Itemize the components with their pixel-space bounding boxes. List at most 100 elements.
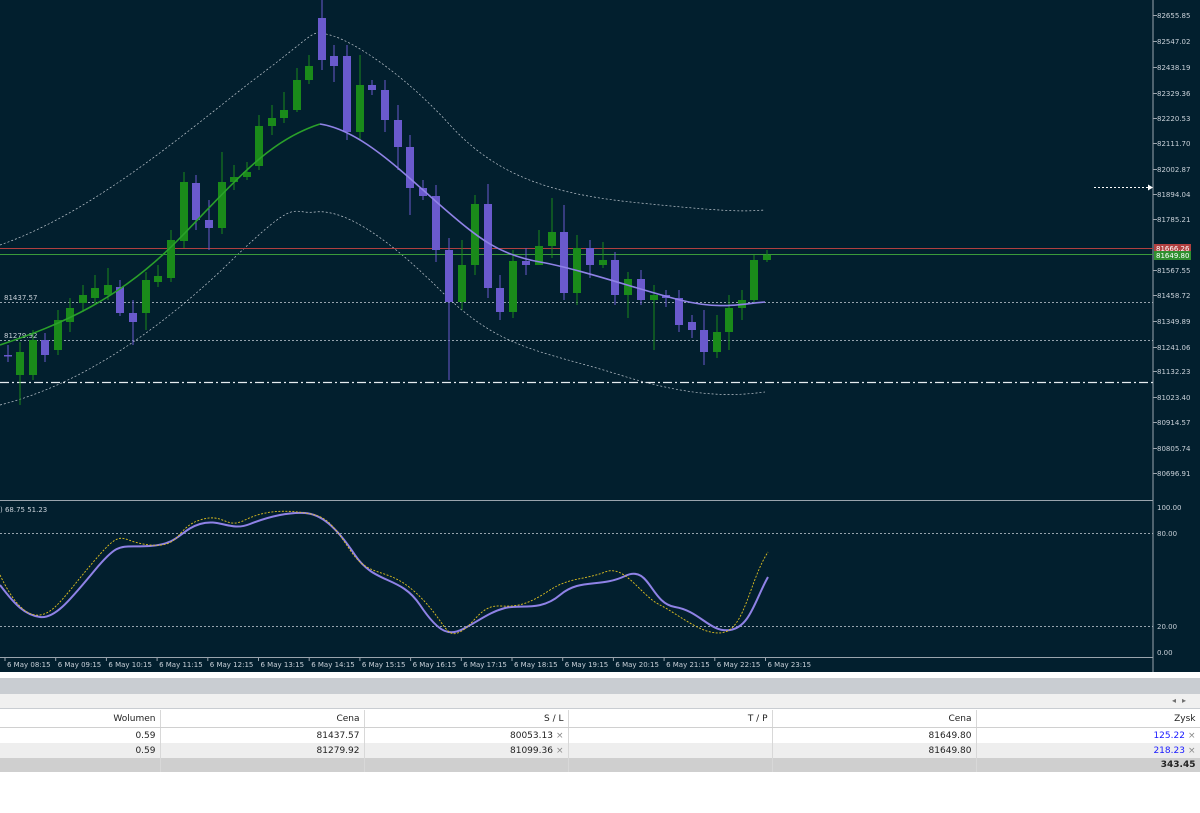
ask-price-tag-text: 81666.26	[1156, 245, 1190, 253]
position-current: 81649.80	[772, 727, 977, 743]
position-volume: 0.59	[0, 727, 161, 743]
time-tick-label: 6 May 18:15	[514, 661, 558, 669]
position-profit-cell: 218.23 ×	[976, 743, 1200, 758]
time-tick-label: 6 May 22:15	[717, 661, 761, 669]
position-current: 81649.80	[772, 743, 977, 758]
position-row[interactable]: 0.59 81437.57 80053.13 × 81649.80 125.22 ×	[0, 727, 1200, 743]
col-price-header[interactable]: Cena	[160, 710, 365, 728]
time-tick-label: 6 May 09:15	[58, 661, 102, 669]
position-sl: 80053.13	[510, 730, 553, 741]
bull-candle-body	[548, 232, 556, 246]
bear-candle-body	[522, 261, 530, 265]
price-tick-label: 82220.53	[1157, 115, 1190, 123]
position-sl-cell[interactable]: 80053.13 ×	[364, 727, 569, 743]
position-profit-cell: 125.22 ×	[976, 727, 1200, 743]
bear-candle-body	[330, 56, 338, 66]
bear-candle-body	[496, 288, 504, 312]
time-tick-label: 6 May 12:15	[210, 661, 254, 669]
bull-candle-body	[268, 118, 276, 126]
time-tick-label: 6 May 08:15	[7, 661, 51, 669]
bear-candle-body	[192, 183, 200, 220]
positions-table: Wolumen Cena S / L T / P Cena Zysk 0.59 …	[0, 710, 1200, 772]
time-tick-label: 6 May 13:15	[261, 661, 305, 669]
bull-candle-body	[243, 172, 251, 177]
time-tick-label: 6 May 10:15	[108, 661, 152, 669]
bid-price-tag	[1154, 251, 1191, 260]
terminal-gap	[0, 672, 1200, 678]
price-tick-label: 81023.40	[1157, 394, 1190, 402]
bull-candle-body	[91, 288, 99, 298]
price-chart-area[interactable]: 81437.57 81279.92 82655.85 82547.02 82438.…	[0, 0, 1200, 672]
scroll-arrows[interactable]: ◂▸	[1172, 694, 1192, 708]
bull-candle-body	[305, 66, 313, 80]
price-tick-label: 81894.04	[1157, 191, 1191, 199]
bull-candle-body	[104, 285, 112, 295]
bull-candle-body	[750, 260, 758, 300]
terminal-titlebar[interactable]	[0, 678, 1200, 694]
chart-canvas[interactable]: 81437.57 81279.92 82655.85 82547.02 82438.…	[0, 0, 1200, 672]
bear-candle-body	[445, 250, 453, 302]
bull-candle-body	[535, 246, 543, 265]
bull-candle-body	[713, 332, 721, 352]
position-tp[interactable]	[568, 727, 773, 743]
price-tick-label: 81132.23	[1157, 368, 1190, 376]
bear-candle-body	[394, 120, 402, 147]
position-profit: 218.23	[1153, 745, 1185, 756]
col-current-header[interactable]: Cena	[772, 710, 977, 728]
ma-downtrend-line	[319, 123, 766, 307]
price-tick-label: 81567.55	[1157, 267, 1190, 275]
ma-uptrend-line	[0, 123, 321, 346]
bull-candle-body	[29, 340, 37, 375]
col-tp-header[interactable]: T / P	[568, 710, 773, 728]
close-position-icon[interactable]: ×	[1187, 730, 1196, 741]
col-profit-header[interactable]: Zysk	[976, 710, 1200, 728]
scroll-left-icon[interactable]: ◂	[1171, 696, 1182, 705]
price-tick-label: 81785.21	[1157, 216, 1190, 224]
ask-price-tag	[1154, 244, 1191, 253]
position-sl-cell[interactable]: 81099.36 ×	[364, 743, 569, 758]
bid-price-tag-text: 81649.80	[1156, 252, 1189, 260]
bull-candle-body	[650, 295, 658, 300]
clear-sl-icon[interactable]: ×	[555, 745, 564, 756]
bull-candle-body	[763, 255, 771, 260]
time-tick-label: 6 May 20:15	[615, 661, 659, 669]
osc-tick-label: 100.00	[1157, 504, 1182, 512]
bear-candle-body	[4, 355, 12, 357]
bear-candle-body	[41, 340, 49, 355]
bull-candle-body	[725, 308, 733, 332]
bull-candle-body	[230, 177, 238, 182]
bear-candle-body	[432, 196, 440, 250]
upper-band	[0, 32, 766, 246]
bear-candle-body	[406, 147, 414, 188]
position-row[interactable]: 0.59 81279.92 81099.36 × 81649.80 218.23 ×	[0, 743, 1200, 758]
clear-sl-icon[interactable]: ×	[555, 730, 564, 741]
scroll-right-icon[interactable]: ▸	[1181, 696, 1192, 705]
oscillator-levels: 100.00 80.00 20.00 0.00	[0, 504, 1182, 657]
bull-candle-body	[624, 279, 632, 295]
price-tick-label: 80696.91	[1157, 470, 1190, 478]
time-tick-label: 6 May 11:15	[159, 661, 203, 669]
time-tick-label: 6 May 14:15	[311, 661, 355, 669]
bull-candle-body	[255, 126, 263, 166]
price-tick-label: 82002.87	[1157, 166, 1190, 174]
positions-header-row: Wolumen Cena S / L T / P Cena Zysk	[0, 710, 1200, 728]
time-tick-label: 6 May 15:15	[362, 661, 406, 669]
close-position-icon[interactable]: ×	[1187, 745, 1196, 756]
time-tick-label: 6 May 19:15	[565, 661, 609, 669]
position-price: 81279.92	[160, 743, 365, 758]
bear-candle-body	[318, 18, 326, 60]
price-tags: 81666.26 81649.80	[1154, 244, 1191, 260]
order-level-label-2: 81279.92	[4, 332, 37, 340]
col-volume-header[interactable]: Wolumen	[0, 710, 161, 728]
bear-candle-body	[129, 313, 137, 322]
time-tick-label: 6 May 17:15	[463, 661, 507, 669]
col-sl-header[interactable]: S / L	[364, 710, 569, 728]
time-axis: 6 May 08:15 6 May 09:15 6 May 10:15 6 May 1…	[4, 657, 811, 669]
bull-candle-body	[167, 240, 175, 278]
bull-candle-body	[16, 352, 24, 375]
bull-candle-body	[142, 280, 150, 313]
position-volume: 0.59	[0, 743, 161, 758]
bear-candle-body	[611, 260, 619, 295]
position-tp[interactable]	[568, 743, 773, 758]
